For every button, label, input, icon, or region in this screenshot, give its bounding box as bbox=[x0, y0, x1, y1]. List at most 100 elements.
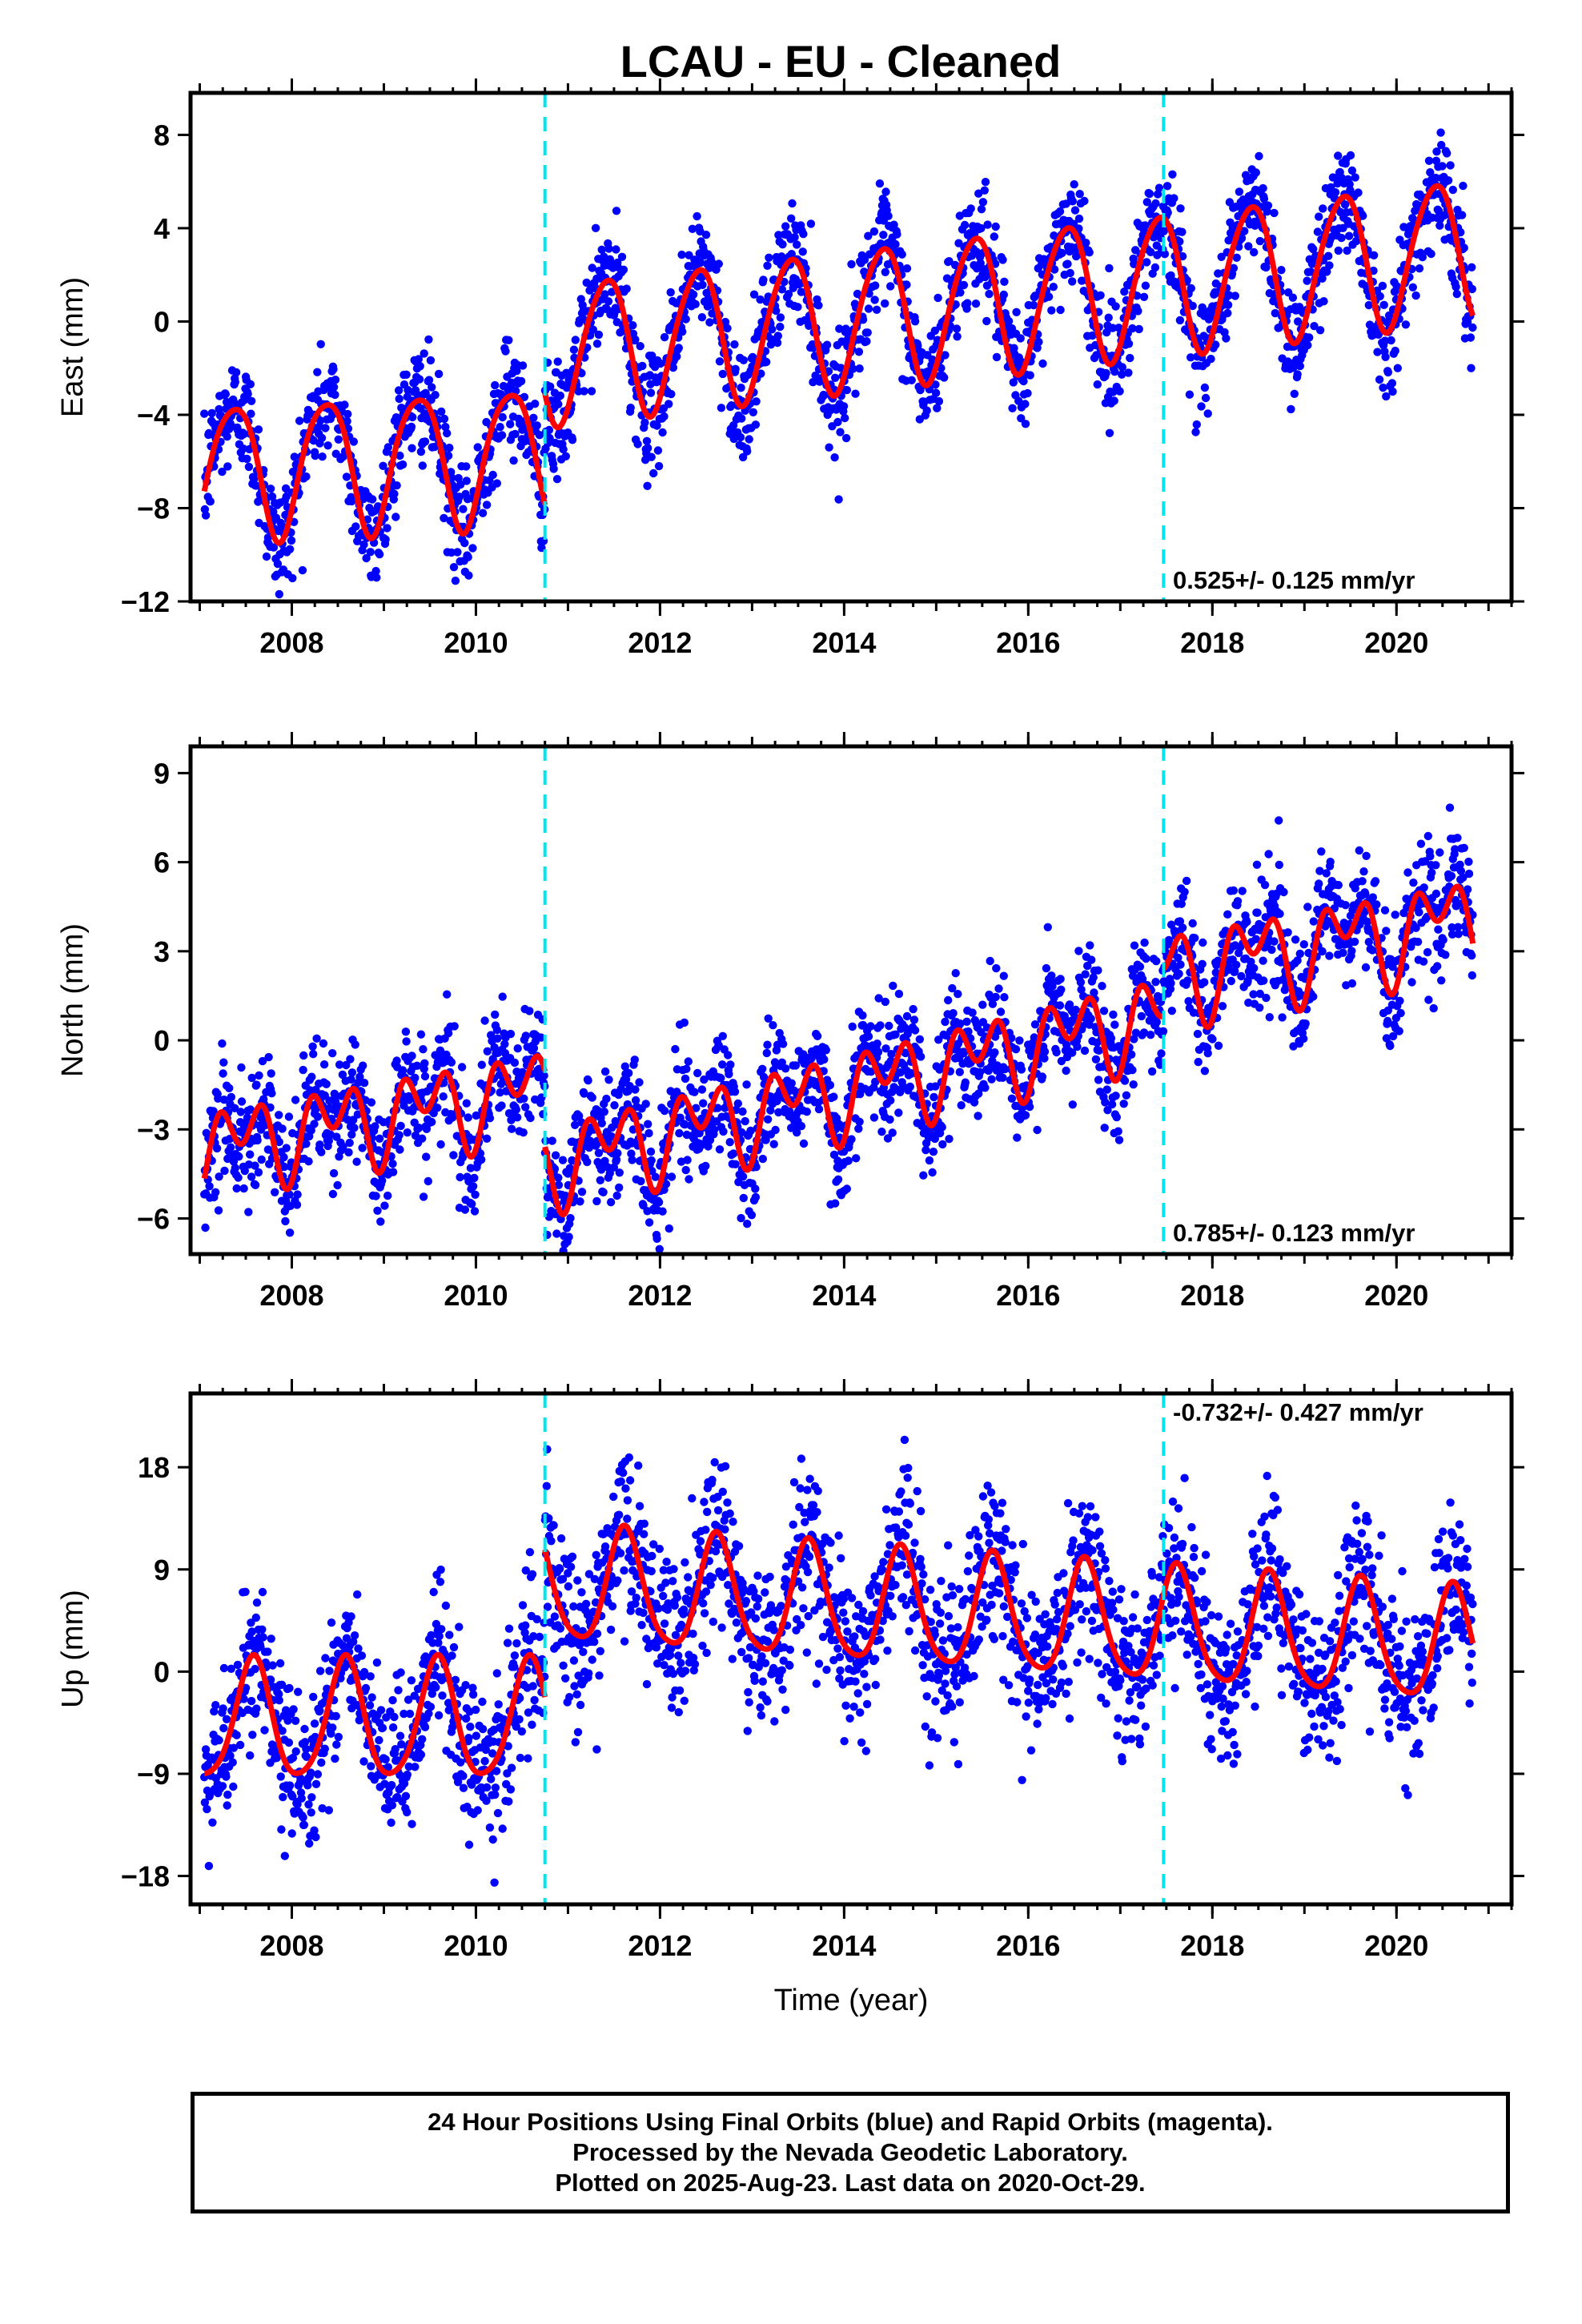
data-point bbox=[512, 1113, 522, 1122]
data-point bbox=[661, 1180, 671, 1188]
data-point bbox=[866, 1022, 875, 1031]
data-point bbox=[1007, 1034, 1016, 1043]
data-point bbox=[991, 222, 1000, 231]
data-point bbox=[1310, 322, 1319, 331]
east-frame bbox=[188, 90, 1514, 604]
data-point bbox=[931, 1082, 940, 1091]
data-point bbox=[1055, 207, 1065, 216]
data-point bbox=[847, 259, 856, 269]
data-point bbox=[1000, 993, 1009, 1002]
data-point bbox=[372, 573, 381, 582]
data-point bbox=[482, 501, 492, 509]
x-tick-label: 2020 bbox=[1364, 626, 1428, 659]
data-point bbox=[1427, 249, 1435, 259]
data-point bbox=[478, 509, 488, 517]
data-point bbox=[1199, 938, 1207, 947]
data-point bbox=[1049, 283, 1058, 292]
data-point bbox=[424, 1176, 432, 1186]
data-point bbox=[1077, 985, 1086, 994]
data-point bbox=[1013, 1133, 1022, 1142]
data-point bbox=[1201, 393, 1211, 403]
data-point bbox=[1233, 897, 1243, 906]
data-point bbox=[1142, 954, 1150, 963]
data-point bbox=[1019, 376, 1028, 386]
data-point bbox=[492, 479, 501, 488]
data-point bbox=[1068, 1100, 1078, 1109]
data-point bbox=[1158, 1027, 1168, 1036]
data-point bbox=[557, 1255, 565, 1263]
data-point bbox=[894, 1108, 903, 1117]
data-point bbox=[292, 1200, 302, 1209]
data-point bbox=[359, 1079, 369, 1088]
data-point bbox=[1203, 1049, 1212, 1058]
data-point bbox=[919, 1171, 928, 1180]
data-point bbox=[793, 303, 802, 312]
data-point bbox=[978, 198, 988, 207]
data-point bbox=[726, 1060, 735, 1069]
data-point bbox=[243, 454, 251, 464]
data-point bbox=[1056, 975, 1065, 983]
data-point bbox=[285, 1190, 294, 1199]
data-point bbox=[1223, 910, 1232, 919]
data-point bbox=[1141, 221, 1150, 230]
data-point bbox=[491, 380, 500, 390]
data-point bbox=[636, 1176, 645, 1186]
data-point bbox=[692, 1104, 701, 1112]
data-point bbox=[724, 1051, 733, 1059]
data-point bbox=[963, 299, 972, 308]
data-point bbox=[525, 1007, 534, 1015]
data-point bbox=[1373, 348, 1382, 356]
data-point bbox=[459, 505, 468, 513]
data-point bbox=[309, 1050, 318, 1059]
data-point bbox=[401, 1027, 411, 1036]
data-point bbox=[1324, 251, 1333, 260]
data-point bbox=[713, 1104, 722, 1112]
data-point bbox=[628, 1156, 636, 1164]
data-point bbox=[1259, 195, 1269, 203]
data-point bbox=[1100, 1124, 1109, 1132]
data-point bbox=[638, 361, 647, 371]
data-point bbox=[603, 1163, 612, 1172]
data-point bbox=[875, 179, 885, 188]
data-point bbox=[966, 204, 975, 213]
data-point bbox=[1437, 140, 1446, 150]
data-point bbox=[953, 332, 962, 341]
data-point bbox=[981, 1084, 990, 1092]
data-point bbox=[1038, 359, 1047, 368]
data-point bbox=[977, 205, 986, 214]
data-point bbox=[825, 443, 833, 452]
data-point bbox=[959, 280, 969, 290]
data-point bbox=[231, 368, 241, 377]
data-point bbox=[730, 340, 739, 349]
data-point bbox=[1287, 404, 1295, 414]
data-point bbox=[411, 1131, 420, 1140]
data-point bbox=[876, 1021, 885, 1030]
data-point bbox=[745, 435, 753, 444]
data-point bbox=[699, 1099, 708, 1108]
data-point bbox=[1325, 261, 1334, 270]
data-point bbox=[1364, 300, 1374, 310]
data-point bbox=[366, 548, 375, 557]
data-point bbox=[1275, 816, 1283, 825]
data-point bbox=[1293, 956, 1302, 965]
data-point bbox=[647, 452, 656, 461]
data-point bbox=[814, 1104, 824, 1114]
data-point bbox=[449, 563, 459, 572]
data-point bbox=[1186, 353, 1195, 362]
data-point bbox=[841, 413, 849, 423]
data-point bbox=[1011, 1045, 1021, 1054]
data-point bbox=[395, 1131, 404, 1140]
data-point bbox=[658, 1207, 667, 1216]
data-point bbox=[1008, 404, 1017, 412]
data-point bbox=[302, 472, 311, 481]
data-point bbox=[1382, 392, 1391, 401]
data-point bbox=[450, 1022, 459, 1031]
data-point bbox=[831, 373, 840, 382]
data-point bbox=[252, 1080, 261, 1089]
data-point bbox=[1305, 333, 1314, 342]
data-point bbox=[799, 1139, 809, 1148]
data-point bbox=[631, 1096, 640, 1105]
data-point bbox=[1068, 1048, 1077, 1057]
data-point bbox=[1231, 967, 1239, 975]
data-point bbox=[205, 1182, 214, 1191]
